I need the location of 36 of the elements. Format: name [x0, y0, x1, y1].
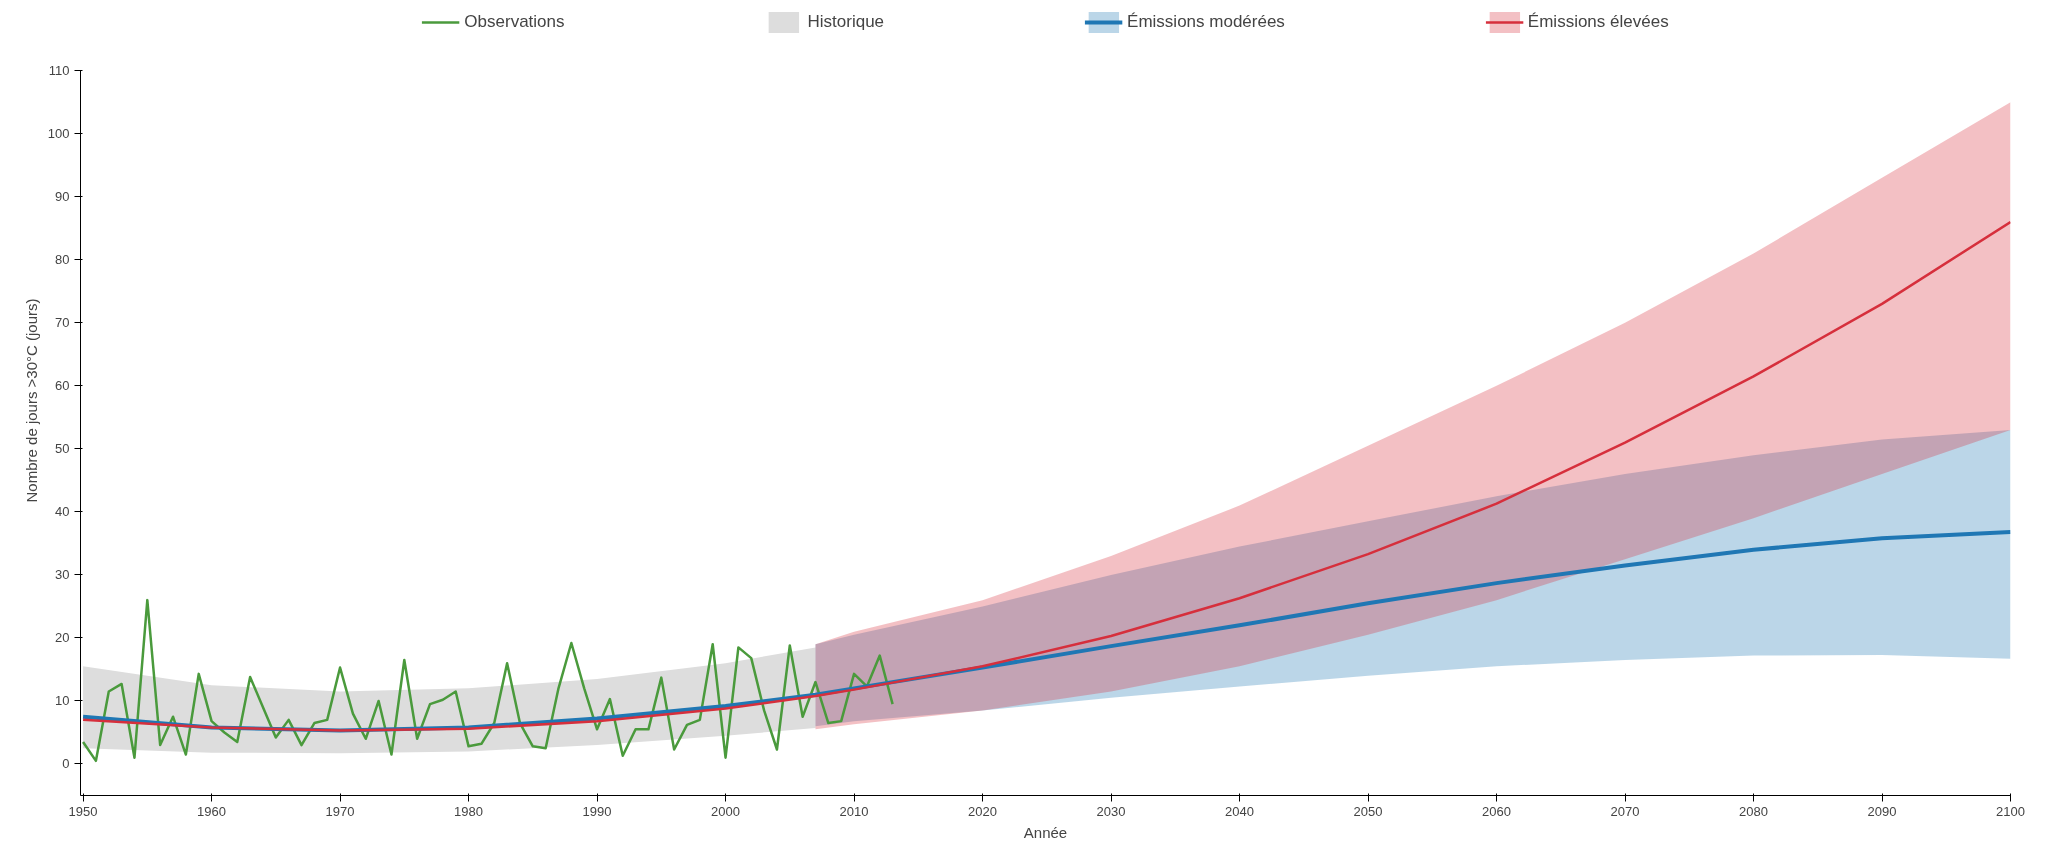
x-tick-label: 2030: [1096, 803, 1126, 819]
y-tick-label: 100: [47, 126, 70, 142]
y-axis-title: Nombre de jours >30°C (jours): [22, 298, 40, 503]
y-tick-label: 40: [55, 504, 70, 520]
x-tick-label: 2010: [839, 803, 869, 819]
x-tick-label: 2000: [711, 803, 741, 819]
x-tick-label: 2040: [1225, 803, 1254, 819]
x-tick-label: 2100: [1996, 803, 2025, 819]
line-series: [81, 220, 2011, 732]
x-tick-label: 2060: [1482, 803, 1511, 819]
line-series: [81, 598, 894, 763]
y-tick-label: 0: [62, 756, 70, 772]
x-tick-label: 2020: [968, 803, 997, 819]
x-tick-label: 1960: [197, 803, 227, 819]
x-tick-label: 2090: [1867, 803, 1897, 819]
x-tick-label: 1950: [68, 803, 98, 819]
legend-label: Émissions élevées: [1527, 12, 1669, 32]
y-tick-label: 80: [55, 252, 70, 268]
y-tick-label: 70: [55, 315, 70, 331]
legend-label: Historique: [807, 12, 885, 32]
y-tick-label: 30: [55, 567, 70, 583]
x-tick-label: 2080: [1739, 803, 1768, 819]
x-tick-label: 1990: [582, 803, 612, 819]
y-tick-label: 50: [55, 441, 70, 457]
y-tick-label: 110: [48, 63, 70, 79]
x-axis-title: Année: [1023, 823, 1068, 841]
y-tick-label: 10: [55, 693, 70, 709]
x-tick-label: 2050: [1353, 803, 1383, 819]
x-tick-label: 2070: [1610, 803, 1640, 819]
legend-label: Observations: [464, 12, 565, 32]
legend-label: Émissions modérées: [1127, 12, 1285, 32]
x-tick-label: 1970: [325, 803, 355, 819]
y-tick-label: 60: [55, 378, 70, 394]
x-tick-label: 1980: [454, 803, 484, 819]
y-tick-label: 20: [55, 630, 70, 646]
y-tick-label: 90: [55, 189, 70, 205]
